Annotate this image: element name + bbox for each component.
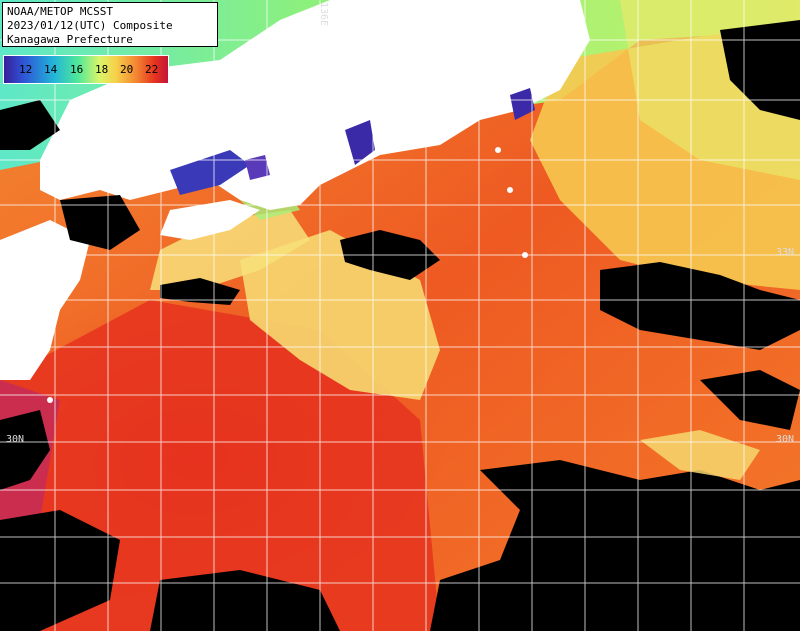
legend-label-18: 18	[95, 63, 109, 76]
date-label: 2023/01/12(UTC) Composite	[7, 19, 173, 32]
map-title-box: NOAA/METOP MCSST 2023/01/12(UTC) Composi…	[2, 2, 218, 47]
legend-label-22: 22	[145, 63, 159, 76]
legend-label-12: 12	[19, 63, 33, 76]
legend-label-14: 14	[44, 63, 58, 76]
island	[47, 397, 53, 403]
product-title: NOAA/METOP MCSST	[7, 5, 113, 18]
temperature-color-scale: 12 14 16 18 20 22	[3, 55, 169, 84]
island	[495, 147, 501, 153]
cold-bay-west	[170, 150, 250, 195]
cool-coastal-band	[150, 210, 310, 290]
source-label: Kanagawa Prefecture	[7, 33, 133, 46]
latitude-label-33n: 33N	[776, 247, 795, 258]
honshu-land	[40, 0, 590, 210]
latitude-label-30n-right: 30N	[776, 434, 795, 445]
shikoku-land	[160, 200, 260, 240]
island	[24, 346, 32, 354]
latitude-label-30n-left: 30N	[6, 434, 25, 445]
legend-label-20: 20	[120, 63, 134, 76]
cloud-cover	[0, 20, 800, 631]
island	[507, 187, 513, 193]
cold-bay-east	[510, 88, 535, 120]
cold-bay-center	[345, 120, 375, 165]
cold-bay-ise	[245, 155, 270, 180]
legend-label-16: 16	[70, 63, 84, 76]
longitude-label-136e: 136E	[318, 2, 329, 27]
